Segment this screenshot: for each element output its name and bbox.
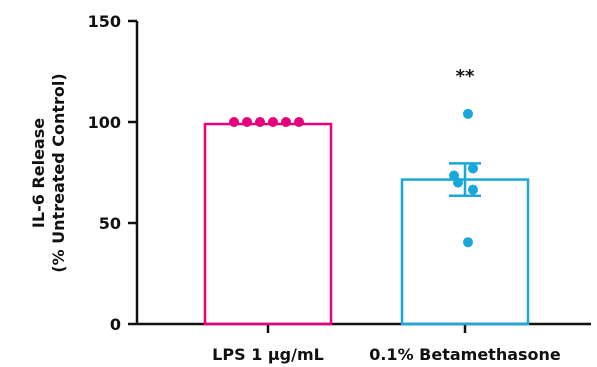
y-tick-label: 100 bbox=[88, 113, 121, 132]
error-bars bbox=[449, 162, 481, 197]
data-point bbox=[294, 117, 304, 127]
data-point bbox=[463, 108, 473, 119]
data-point bbox=[242, 117, 252, 127]
bars bbox=[203, 122, 530, 326]
annotations: ** bbox=[456, 66, 475, 87]
data-point bbox=[281, 117, 291, 127]
y-axis-label-line1: IL-6 Release bbox=[29, 118, 48, 228]
data-point bbox=[453, 177, 463, 188]
y-axis: 0 50 100 150 bbox=[88, 12, 139, 334]
data-point bbox=[255, 117, 265, 127]
bar bbox=[203, 122, 333, 326]
data-point bbox=[463, 237, 473, 248]
data-point bbox=[268, 117, 278, 127]
significance-marker: ** bbox=[456, 66, 475, 87]
data-point bbox=[468, 184, 478, 195]
y-axis-label: IL-6 Release (% Untreated Control) bbox=[29, 73, 68, 272]
x-axis: LPS 1 µg/mL 0.1% Betamethasone bbox=[137, 322, 591, 364]
y-tick-label: 50 bbox=[99, 214, 121, 233]
bar bbox=[400, 178, 530, 326]
data-point bbox=[468, 163, 478, 174]
y-axis-label-line2: (% Untreated Control) bbox=[49, 73, 68, 272]
y-tick-label: 150 bbox=[88, 12, 121, 31]
x-tick-label: 0.1% Betamethasone bbox=[369, 345, 561, 364]
x-tick-label: LPS 1 µg/mL bbox=[212, 345, 324, 364]
y-tick-label: 0 bbox=[110, 315, 121, 334]
data-points bbox=[229, 108, 478, 248]
data-point bbox=[229, 117, 239, 127]
